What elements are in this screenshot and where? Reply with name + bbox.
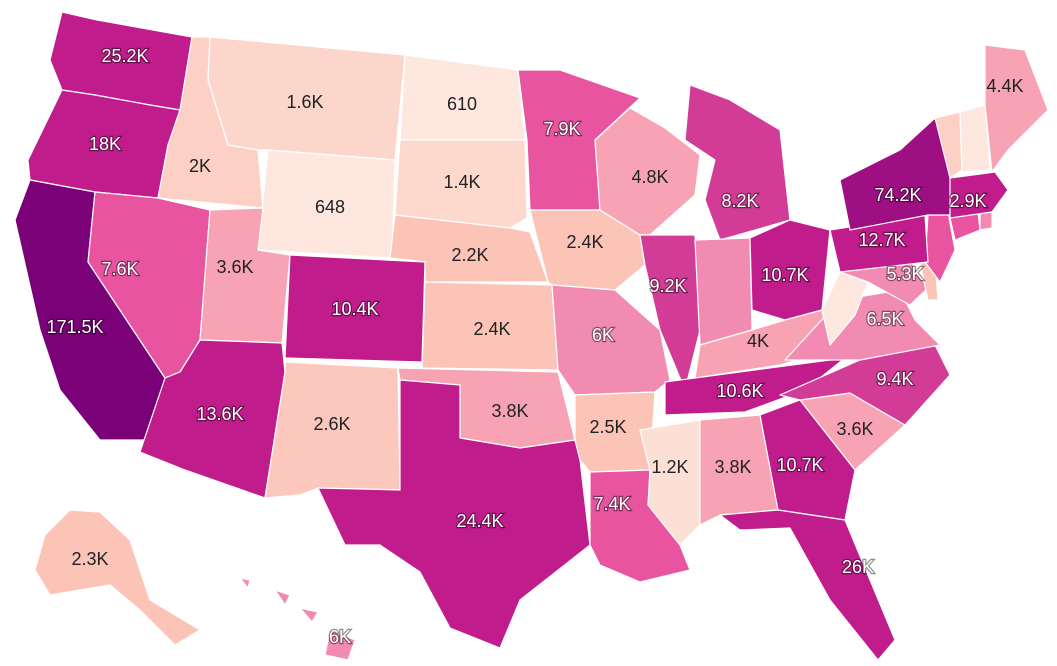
state-label-il: 9.2K (649, 276, 686, 296)
state-label-oh: 10.7K (761, 265, 808, 285)
state-label-ca: 171.5K (46, 317, 103, 337)
state-label-ms: 1.2K (651, 457, 688, 477)
state-label-ks: 2.4K (473, 319, 510, 339)
state-label-wy: 648 (315, 197, 345, 217)
state-label-co: 10.4K (331, 299, 378, 319)
state-wv[interactable] (821, 271, 869, 346)
state-me[interactable] (984, 44, 1049, 173)
state-label-me: 4.4K (986, 76, 1023, 96)
state-tx[interactable] (317, 379, 591, 649)
state-label-ne: 2.2K (451, 245, 488, 265)
state-label-ut: 3.6K (216, 257, 253, 277)
state-label-la: 7.4K (593, 494, 630, 514)
state-shapes (14, 11, 1049, 661)
state-label-ga: 10.7K (776, 455, 823, 475)
state-nm[interactable] (264, 361, 401, 499)
state-label-ar: 2.5K (589, 417, 626, 437)
state-label-hi: 6K (329, 627, 351, 647)
state-label-al: 3.8K (714, 457, 751, 477)
state-label-nv: 7.6K (101, 259, 138, 279)
state-label-md: 5.3K (886, 264, 923, 284)
state-mi[interactable] (684, 84, 791, 241)
state-ny[interactable] (839, 117, 956, 231)
state-label-nc: 9.4K (876, 369, 913, 389)
state-label-ok: 3.8K (491, 401, 528, 421)
state-label-ky: 4K (747, 331, 769, 351)
state-label-tn: 10.6K (716, 381, 763, 401)
state-mt[interactable] (207, 36, 406, 161)
state-ne[interactable] (389, 214, 549, 283)
state-label-wi: 4.8K (631, 167, 668, 187)
state-label-sc: 3.6K (836, 419, 873, 439)
state-label-or: 18K (89, 134, 121, 154)
state-in[interactable] (694, 237, 753, 346)
state-label-ma: 2.9K (949, 191, 986, 211)
state-ga[interactable] (759, 399, 856, 521)
state-ak[interactable] (34, 509, 201, 646)
state-label-fl: 26K (842, 557, 874, 577)
state-label-mi: 8.2K (721, 191, 758, 211)
state-label-pa: 12.7K (858, 230, 905, 250)
state-label-ia: 2.4K (566, 232, 603, 252)
state-wi[interactable] (594, 107, 701, 236)
state-label-ak: 2.3K (71, 549, 108, 569)
state-sd[interactable] (394, 139, 528, 229)
state-mo[interactable] (551, 284, 671, 396)
state-label-az: 13.6K (196, 404, 243, 424)
state-label-mn: 7.9K (543, 119, 580, 139)
state-label-id: 2K (189, 156, 211, 176)
state-ri[interactable] (979, 211, 993, 231)
state-fl[interactable] (719, 509, 896, 661)
state-label-mt: 1.6K (286, 92, 323, 112)
state-label-ny: 74.2K (874, 185, 921, 205)
state-az[interactable] (139, 339, 286, 499)
state-label-nm: 2.6K (313, 414, 350, 434)
state-label-va: 6.5K (866, 309, 903, 329)
state-label-mo: 6K (592, 325, 614, 345)
state-label-wa: 25.2K (101, 46, 148, 66)
state-ma[interactable] (949, 171, 1009, 219)
state-hi[interactable] (239, 577, 356, 661)
state-tn[interactable] (664, 357, 846, 416)
state-nh[interactable] (959, 104, 991, 173)
state-label-tx: 24.4K (456, 511, 503, 531)
state-labels: 25.2K 18K 171.5K 2K 7.6K 1.6K 648 3.6K 13.6K 10.4… (45, 45, 1023, 648)
state-label-sd: 1.4K (443, 172, 480, 192)
state-label-nd: 610 (447, 94, 477, 114)
